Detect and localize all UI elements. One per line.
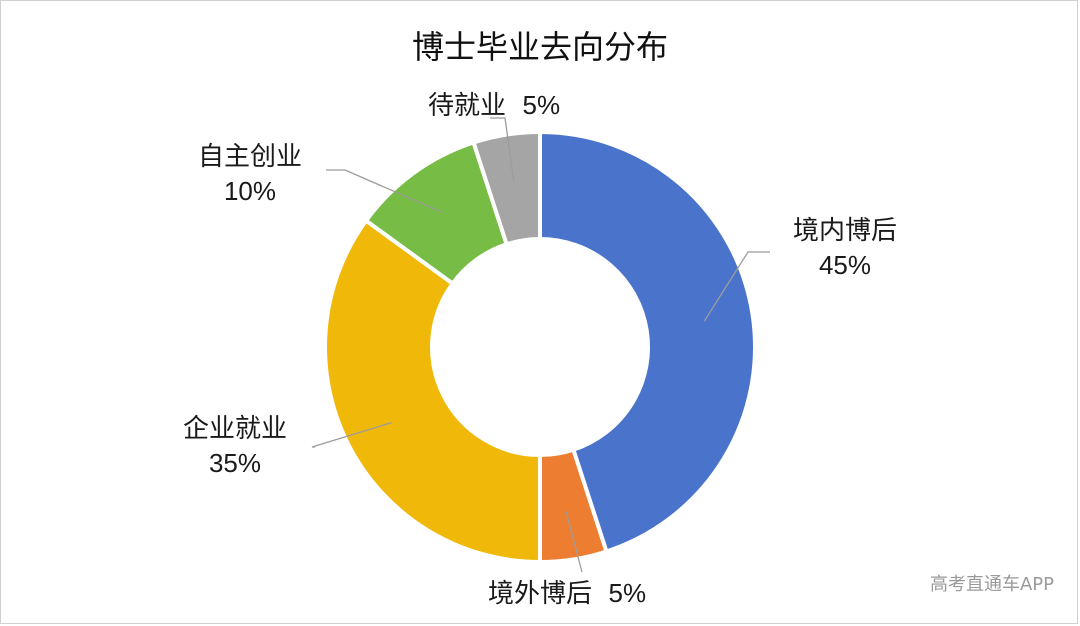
chart-title: 博士毕业去向分布 bbox=[411, 28, 668, 66]
leader-line-4 bbox=[490, 117, 515, 183]
slice-4 bbox=[471, 129, 542, 247]
leader-line-3 bbox=[326, 169, 443, 213]
slice-label-2: 企业就业 35% bbox=[182, 414, 287, 478]
leader-line-0 bbox=[703, 251, 770, 322]
slice-label-3: 自主创业 10% bbox=[197, 142, 302, 206]
slice-label-4: 待就业 5% bbox=[428, 90, 561, 121]
slice-0 bbox=[538, 129, 757, 554]
leader-line-1 bbox=[565, 511, 583, 573]
slice-label-0: 境内博后 45% bbox=[792, 216, 897, 280]
watermark: 高考直通车APP bbox=[929, 574, 1054, 595]
slice-2 bbox=[323, 217, 542, 565]
slice-label-1: 境外博后 5% bbox=[488, 578, 647, 609]
leader-line-2 bbox=[311, 421, 392, 448]
